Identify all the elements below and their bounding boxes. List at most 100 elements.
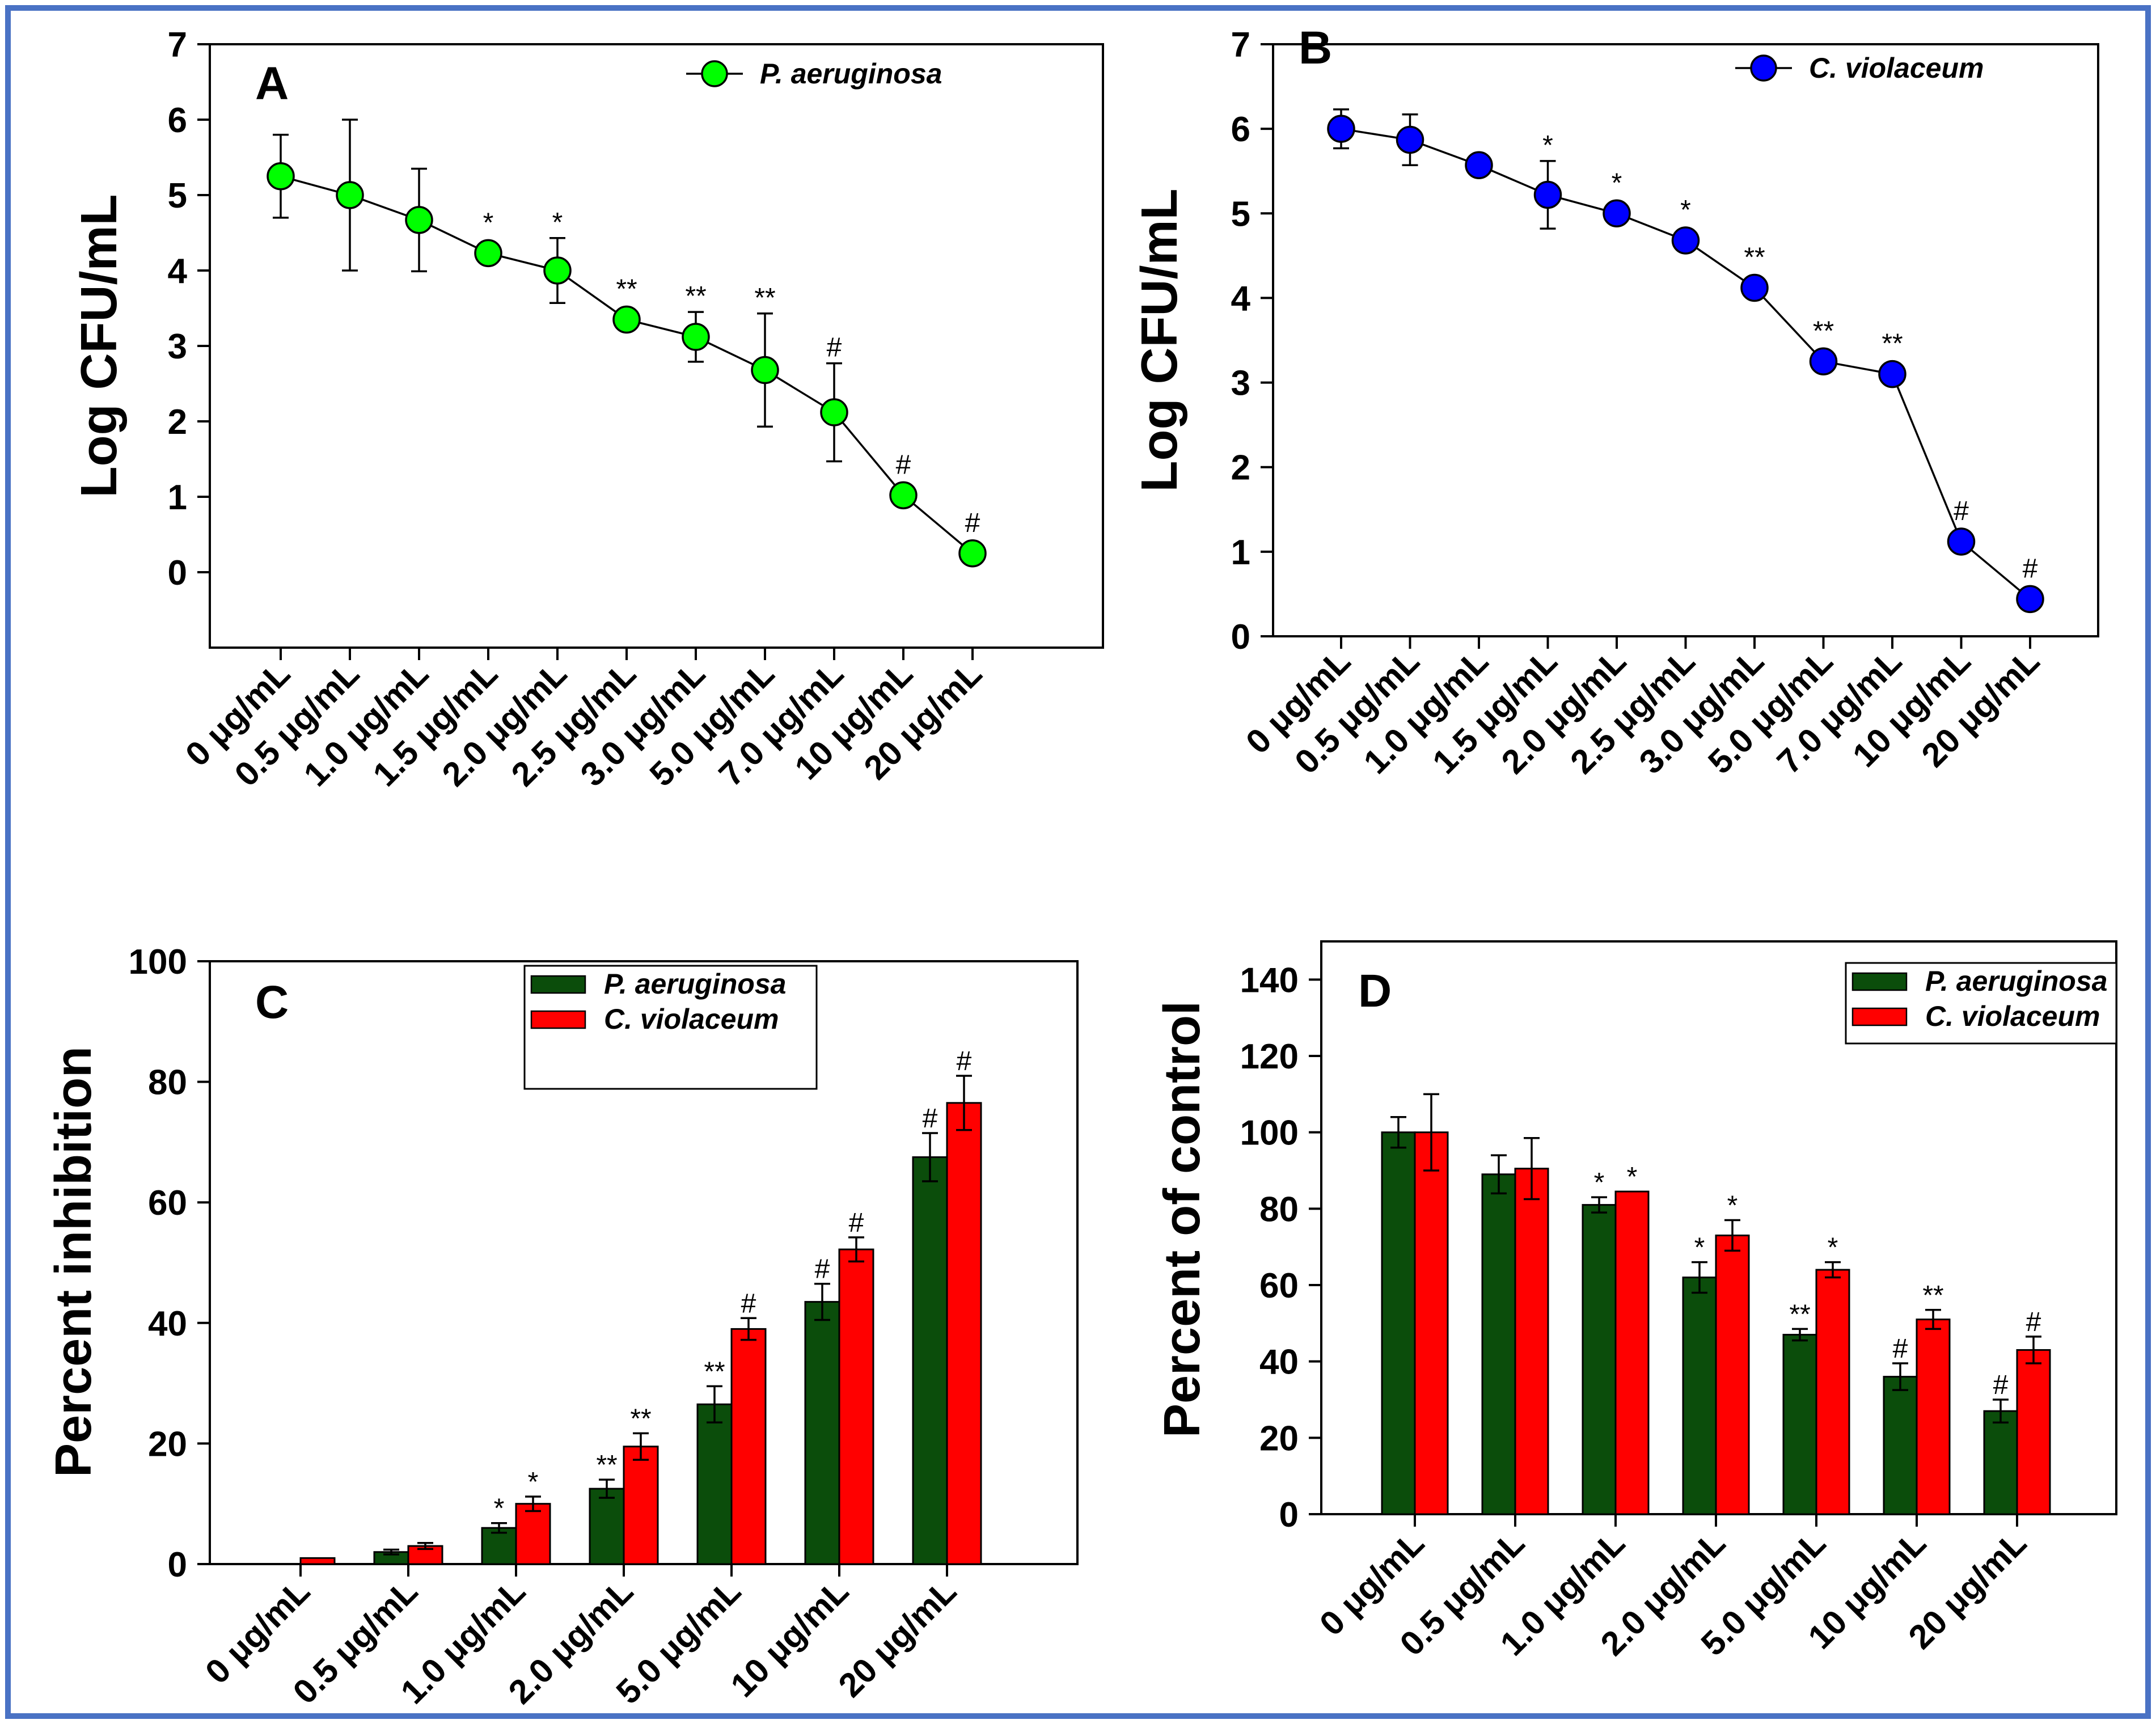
y-tick-label: 1 [1231,533,1250,572]
significance-marker: # [923,1104,938,1134]
y-tick-label: 4 [168,252,188,291]
data-point [336,181,364,209]
significance-marker: ** [1813,316,1834,346]
data-point [1465,151,1493,180]
bar [1916,1319,1951,1515]
y-tick-label: 0 [168,553,187,593]
data-point [820,398,848,426]
bar [481,1527,517,1565]
y-tick-label: 5 [168,176,187,216]
bar [730,1328,767,1565]
panel-letter: A [255,58,289,109]
legend-label: P. aeruginosa [1925,965,2107,997]
data-point [2016,585,2044,614]
y-tick-label: 0 [1231,618,1250,657]
data-point [405,206,433,234]
y-tick-label: 80 [148,1063,187,1102]
significance-marker: * [1542,130,1553,160]
significance-marker: ** [616,274,637,304]
significance-marker: ** [1744,243,1765,273]
y-axis-label: Percent inhibition [45,1046,102,1477]
bar [1381,1131,1416,1515]
bar [623,1446,659,1565]
y-tick-label: 2 [168,403,187,442]
data-point [1947,527,1976,556]
bar [696,1403,733,1565]
data-point [682,323,710,351]
bar [1614,1190,1650,1515]
bar [804,1301,840,1565]
legend-label: C. violaceum [604,1003,779,1035]
significance-marker: ** [685,281,706,311]
bar [1983,1410,2018,1515]
y-tick-label: 140 [1240,961,1299,1000]
significance-marker: # [2026,1307,2041,1337]
significance-marker: * [1594,1168,1605,1198]
significance-marker: * [1694,1233,1705,1263]
y-tick-label: 100 [1240,1114,1299,1153]
significance-marker: # [2023,553,2038,584]
data-point [543,256,572,285]
significance-marker: # [1993,1370,2009,1400]
data-point [1671,226,1700,255]
significance-marker: * [528,1467,539,1497]
significance-marker: # [827,333,842,363]
y-tick-label: 20 [1259,1419,1299,1458]
bar [1782,1334,1817,1515]
y-tick-label: 40 [1259,1343,1299,1382]
bar [1883,1376,1918,1515]
significance-marker: ** [630,1404,651,1434]
y-axis-label: Log CFU/mL [1131,189,1188,492]
significance-marker: # [741,1288,756,1319]
bar [838,1248,874,1565]
y-axis-label: Log CFU/mL [71,195,128,498]
bar [1514,1168,1549,1515]
legend-label: C. violaceum [1925,1000,2100,1032]
significance-marker: # [815,1254,830,1284]
bar [1815,1269,1850,1515]
y-tick-label: 60 [148,1184,187,1223]
significance-marker: * [1727,1191,1738,1221]
significance-marker: ** [1789,1299,1810,1329]
bar [1582,1204,1617,1515]
data-point [1603,199,1631,228]
y-tick-label: 7 [168,26,187,65]
significance-marker: # [1893,1334,1908,1364]
legend-label: C. violaceum [1809,52,1984,84]
legend-marker [701,60,728,87]
bar [946,1102,982,1565]
y-tick-label: 40 [148,1304,187,1343]
data-point [1809,347,1838,376]
bar [1481,1173,1516,1515]
significance-marker: ** [596,1450,617,1480]
data-point [267,162,295,191]
y-tick-label: 6 [1231,110,1250,149]
significance-marker: # [957,1046,972,1076]
y-tick-label: 7 [1231,26,1250,65]
bar [912,1156,948,1565]
panel-letter: C [255,977,289,1028]
significance-marker: # [896,450,911,480]
significance-marker: ** [1882,329,1903,359]
legend-swatch [530,1010,586,1029]
y-tick-label: 0 [168,1545,187,1584]
y-tick-label: 60 [1259,1266,1299,1305]
y-tick-label: 3 [1231,364,1250,403]
y-tick-label: 3 [168,327,187,366]
data-point [1740,273,1769,302]
panel-letter: D [1358,965,1392,1017]
y-tick-label: 0 [1279,1495,1299,1535]
significance-marker: * [1680,195,1691,225]
bar [1715,1234,1750,1515]
significance-marker: * [483,208,494,238]
y-tick-label: 2 [1231,449,1250,488]
bar [299,1557,336,1565]
legend-swatch [1851,972,1908,991]
data-point [1396,125,1424,154]
legend-swatch [1851,1007,1908,1026]
significance-marker: ** [754,283,775,313]
data-point [1327,115,1355,143]
significance-marker: # [1954,496,1969,526]
legend-swatch [530,975,586,994]
